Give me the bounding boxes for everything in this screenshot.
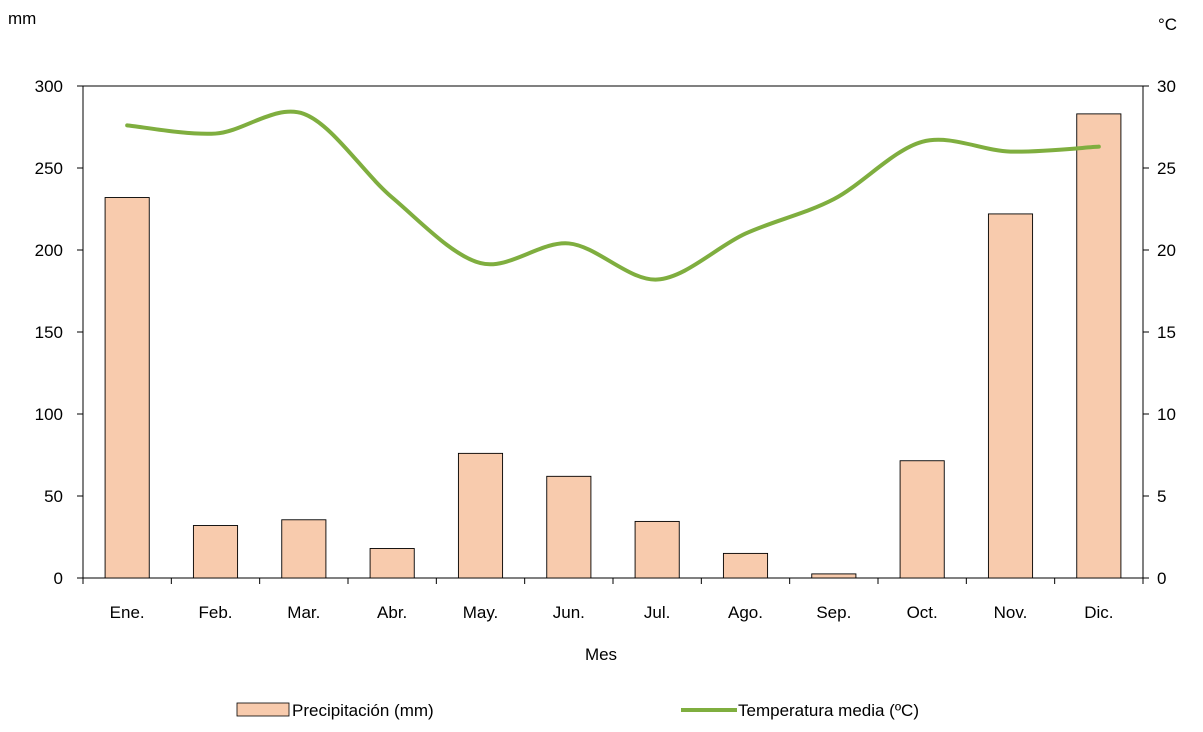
x-tick-label: Jun. <box>553 603 585 622</box>
x-tick-label: Ago. <box>728 603 763 622</box>
precipitation-bar <box>104 197 150 579</box>
left-tick-label: 250 <box>35 159 63 178</box>
precipitation-bar <box>457 452 504 579</box>
left-tick-label: 150 <box>35 323 63 342</box>
right-tick-label: 5 <box>1157 487 1166 506</box>
legend-item-precipitation: Precipitación (mm) <box>236 701 434 720</box>
left-tick-label: 100 <box>35 405 63 424</box>
precipitation-bar <box>634 520 680 579</box>
x-tick-label: Ene. <box>110 603 145 622</box>
x-tick-label: Feb. <box>198 603 232 622</box>
x-tick-label: Dic. <box>1084 603 1113 622</box>
precipitation-bar <box>369 548 415 579</box>
right-tick-label: 0 <box>1157 569 1166 588</box>
x-tick-label: Nov. <box>994 603 1028 622</box>
x-tick-label: Sep. <box>816 603 851 622</box>
bars-layer <box>104 113 1122 579</box>
precipitation-bar <box>722 552 769 579</box>
x-tick-label: Mar. <box>287 603 320 622</box>
left-tick-label: 300 <box>35 77 63 96</box>
precipitation-bar <box>546 475 592 579</box>
legend-swatch-precipitation <box>236 702 290 717</box>
right-tick-label: 30 <box>1157 77 1176 96</box>
right-axis-unit: °C <box>1158 15 1177 34</box>
right-tick-label: 25 <box>1157 159 1176 178</box>
right-tick-label: 10 <box>1157 405 1176 424</box>
left-tick-label: 50 <box>44 487 63 506</box>
legend-label-precipitation: Precipitación (mm) <box>292 701 434 720</box>
legend-item-temperature: Temperatura media (ºC) <box>681 701 919 720</box>
left-tick-label: 200 <box>35 241 63 260</box>
right-tick-label: 20 <box>1157 241 1176 260</box>
temperature-line <box>125 109 1101 282</box>
precipitation-bar <box>1076 113 1122 579</box>
legend: Precipitación (mm) Temperatura media (ºC… <box>236 701 919 720</box>
x-axis-title: Mes <box>585 645 617 664</box>
x-tick-label: May. <box>463 603 499 622</box>
x-tick-label: Jul. <box>644 603 670 622</box>
precipitation-bar <box>811 573 857 579</box>
precipitation-bar <box>281 519 327 579</box>
x-tick-label: Oct. <box>907 603 938 622</box>
left-tick-label: 0 <box>54 569 63 588</box>
labels-layer: mm °C Mes <box>8 9 1177 664</box>
precipitation-bar <box>899 460 945 579</box>
precipitation-bar <box>987 213 1034 579</box>
legend-label-temperature: Temperatura media (ºC) <box>738 701 919 720</box>
x-tick-label: Abr. <box>377 603 407 622</box>
right-tick-label: 15 <box>1157 323 1176 342</box>
precipitation-bar <box>192 525 239 579</box>
axes-layer: 0 50 100 150 200 250 300 0 5 10 15 20 25 30 Ene. Feb. Ma… <box>35 77 1176 622</box>
left-axis-unit: mm <box>8 9 36 28</box>
line-layer <box>125 109 1101 282</box>
